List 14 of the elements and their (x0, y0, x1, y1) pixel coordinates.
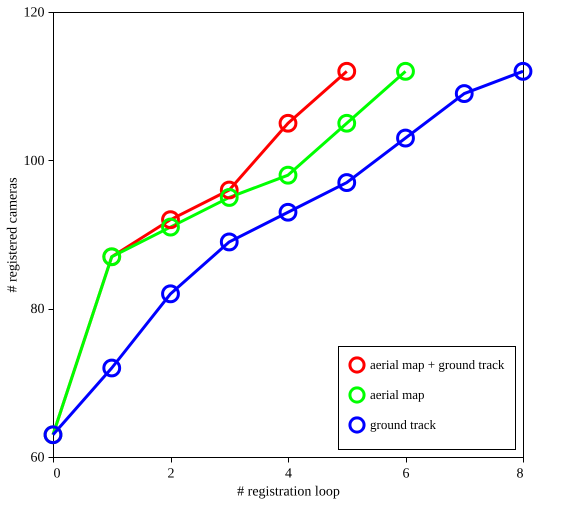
legend-label: aerial map (370, 387, 424, 402)
legend-label: aerial map + ground track (370, 357, 505, 372)
x-tick-label: 6 (402, 466, 410, 482)
legend-label: ground track (370, 417, 437, 432)
x-tick-label: 8 (516, 466, 524, 482)
x-axis-title: # registration loop (237, 484, 340, 500)
y-tick-label: 100 (24, 154, 44, 169)
x-tick-label: 2 (168, 466, 174, 482)
y-tick-label: 120 (24, 6, 44, 20)
y-axis-title: # registered cameras (6, 177, 20, 293)
x-tick-label: 4 (285, 466, 292, 482)
x-tick-label: 0 (54, 466, 60, 482)
y-tick-label: 60 (30, 450, 44, 466)
y-tick-label: 80 (30, 302, 44, 318)
